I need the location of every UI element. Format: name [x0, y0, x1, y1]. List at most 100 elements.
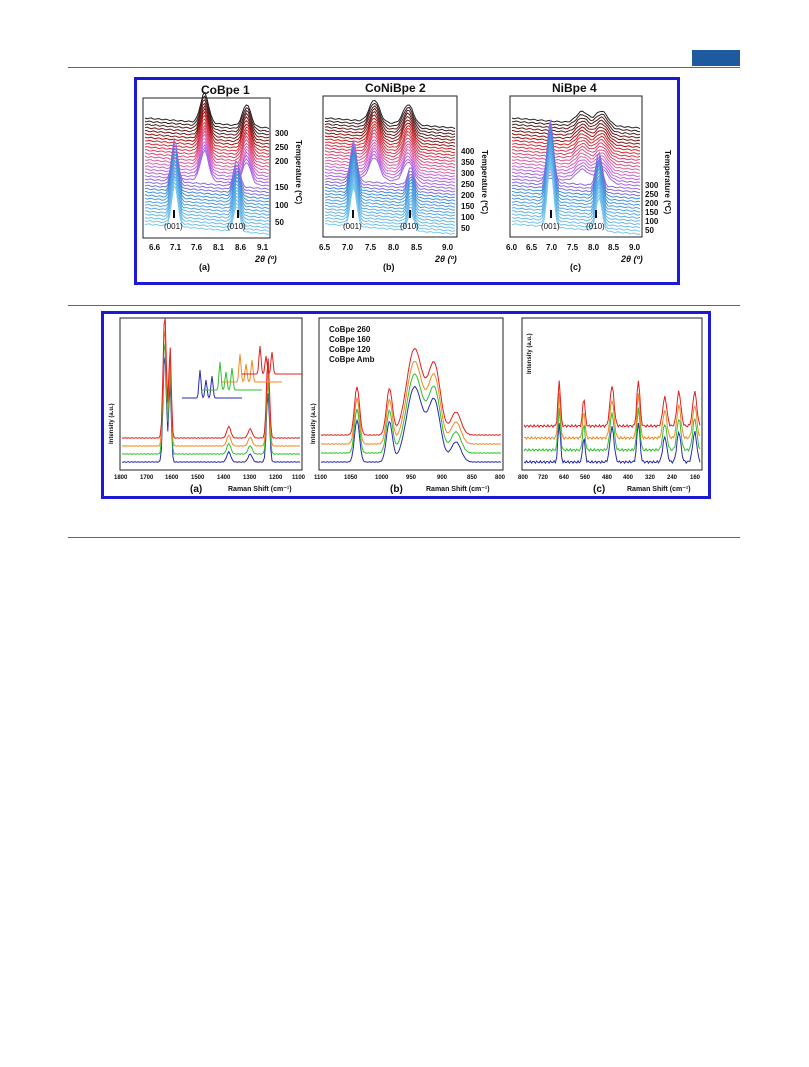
- raman-a-xtick-3: 1500: [191, 475, 205, 481]
- raman-c-xtick-7: 240: [667, 475, 678, 481]
- raman-trace: [320, 347, 502, 436]
- xrd-trace: [324, 170, 456, 220]
- xrd-trace: [324, 114, 456, 144]
- xrd-trace: [325, 128, 456, 160]
- xrd-trace: [144, 146, 270, 197]
- panel-c-xtick-2: 7.0: [546, 243, 558, 252]
- panel-a-xtick-5: 9.1: [257, 243, 269, 252]
- raman-c-xtick-3: 560: [580, 475, 591, 481]
- panel-a-title: CoBpe 1: [201, 83, 250, 97]
- xrd-trace: [144, 99, 270, 136]
- xrd-trace: [324, 161, 456, 211]
- raman-b-xtick-4: 900: [437, 475, 448, 481]
- xrd-trace: [144, 104, 270, 142]
- panel-a-ytick-4: 100: [275, 201, 289, 210]
- panel-a-xlabel: 2θ (º): [254, 254, 277, 264]
- xrd-trace: [511, 149, 641, 219]
- xrd-trace: [324, 165, 456, 214]
- xrd-trace: [324, 179, 456, 229]
- xrd-trace: [324, 118, 456, 148]
- legend-cobpe-120: CoBpe 120: [329, 345, 371, 354]
- xrd-trace: [324, 154, 456, 205]
- xrd-trace: [511, 161, 641, 232]
- panel-c-letter: (c): [570, 262, 581, 272]
- xrd-trace: [144, 110, 270, 149]
- raman-trace: [320, 360, 502, 445]
- xrd-trace: [511, 161, 641, 181]
- xrd-trace: [145, 124, 270, 161]
- xrd-trace: [324, 172, 456, 223]
- legend-cobpe-amb: CoBpe Amb: [329, 355, 375, 364]
- raman-trace: [523, 380, 701, 429]
- xrd-trace: [511, 119, 641, 191]
- raman-panel-c-ylabel: Intensity (a.u.): [527, 333, 533, 374]
- panel-a-xtick-1: 7.1: [170, 243, 182, 252]
- xrd-trace: [324, 150, 456, 181]
- xrd-trace: [511, 116, 641, 136]
- panel-a-marker-010: [237, 210, 239, 218]
- xrd-trace: [511, 132, 641, 203]
- panel-c-ytick-5: 50: [645, 226, 654, 235]
- raman-panel-c-xlabel: Raman Shift (cm⁻¹): [627, 486, 691, 493]
- xrd-trace: [325, 102, 456, 132]
- xrd-trace: [144, 181, 270, 232]
- raman-trace: [320, 373, 502, 454]
- raman-b-xtick-5: 850: [467, 475, 478, 481]
- xrd-trace: [324, 123, 456, 154]
- xrd-trace: [144, 165, 270, 216]
- panel-b-ytick-7: 50: [461, 224, 470, 233]
- xrd-trace: [324, 145, 456, 196]
- top-rule: [68, 67, 740, 68]
- panel-b: CoNiBpe 2 6.5 7.0 7.5 8.0 8.5 9.0 400 35…: [319, 81, 489, 272]
- panel-b-xtick-3: 8.0: [388, 243, 400, 252]
- panel-a-ytick-5: 50: [275, 218, 284, 227]
- panel-b-letter: (b): [383, 262, 395, 272]
- xrd-trace: [324, 154, 456, 184]
- panel-a-ytick-2: 200: [275, 157, 289, 166]
- xrd-trace: [144, 95, 270, 133]
- xrd-trace: [511, 129, 641, 149]
- panel-a-peak-010: (010): [227, 222, 246, 231]
- xrd-trace: [144, 169, 270, 219]
- xrd-trace: [324, 148, 456, 199]
- panel-c-ytick-1: 250: [645, 190, 659, 199]
- panel-b-ylabel: Temperature (ºC): [480, 150, 489, 214]
- xrd-trace: [324, 139, 456, 169]
- panel-b-xlabel: 2θ (º): [434, 254, 457, 264]
- panel-c-ytick-4: 100: [645, 217, 659, 226]
- panel-a-ytick-0: 300: [275, 129, 289, 138]
- xrd-trace: [324, 105, 456, 136]
- raman-inset-trace: [242, 345, 302, 375]
- panel-a-letter: (a): [199, 262, 210, 272]
- xrd-trace: [144, 149, 270, 187]
- panel-c: NiBpe 4 6.0 6.5 7.0 7.5 8.0 8.5 9.0 300 …: [506, 81, 672, 272]
- raman-inset-trace: [222, 353, 282, 383]
- panel-b-xtick-5: 9.0: [442, 243, 454, 252]
- panel-b-title: CoNiBpe 2: [365, 81, 426, 95]
- panel-b-ytick-0: 400: [461, 147, 475, 156]
- panel-c-xtick-6: 9.0: [629, 243, 641, 252]
- panel-c-peak-001: (001): [541, 222, 560, 231]
- panel-a-xtick-2: 7.6: [191, 243, 203, 252]
- raman-trace: [523, 392, 701, 441]
- xrd-trace: [144, 150, 270, 200]
- xrd-trace: [324, 141, 456, 172]
- raman-trace: [523, 407, 701, 453]
- xrd-trace: [511, 152, 641, 171]
- panel-a-ytick-1: 250: [275, 143, 289, 152]
- xrd-trace: [511, 138, 641, 210]
- panel-b-traces: [324, 99, 456, 235]
- figure-1-svg: CoBpe 1 6.6 7.1 7.6 8.1 8.6 9.1 300 250 …: [142, 81, 672, 272]
- xrd-trace: [324, 143, 456, 193]
- panel-c-xtick-3: 7.5: [567, 243, 579, 252]
- raman-panel-b-ylabel: Intensity (a.u.): [311, 403, 317, 444]
- raman-panel-a-ylabel: Intensity (a.u.): [109, 403, 115, 444]
- panel-c-ylabel: Temperature (ºC): [663, 150, 672, 214]
- raman-inset-trace: [202, 361, 262, 391]
- xrd-trace: [511, 155, 641, 174]
- raman-a-xtick-0: 1800: [114, 475, 128, 481]
- middle-rule: [68, 305, 740, 306]
- xrd-trace: [511, 164, 641, 184]
- panel-b-frame: [322, 95, 458, 238]
- figure-2-svg: Intensity (a.u.) 1800 1700 1600 1500 140…: [109, 317, 703, 495]
